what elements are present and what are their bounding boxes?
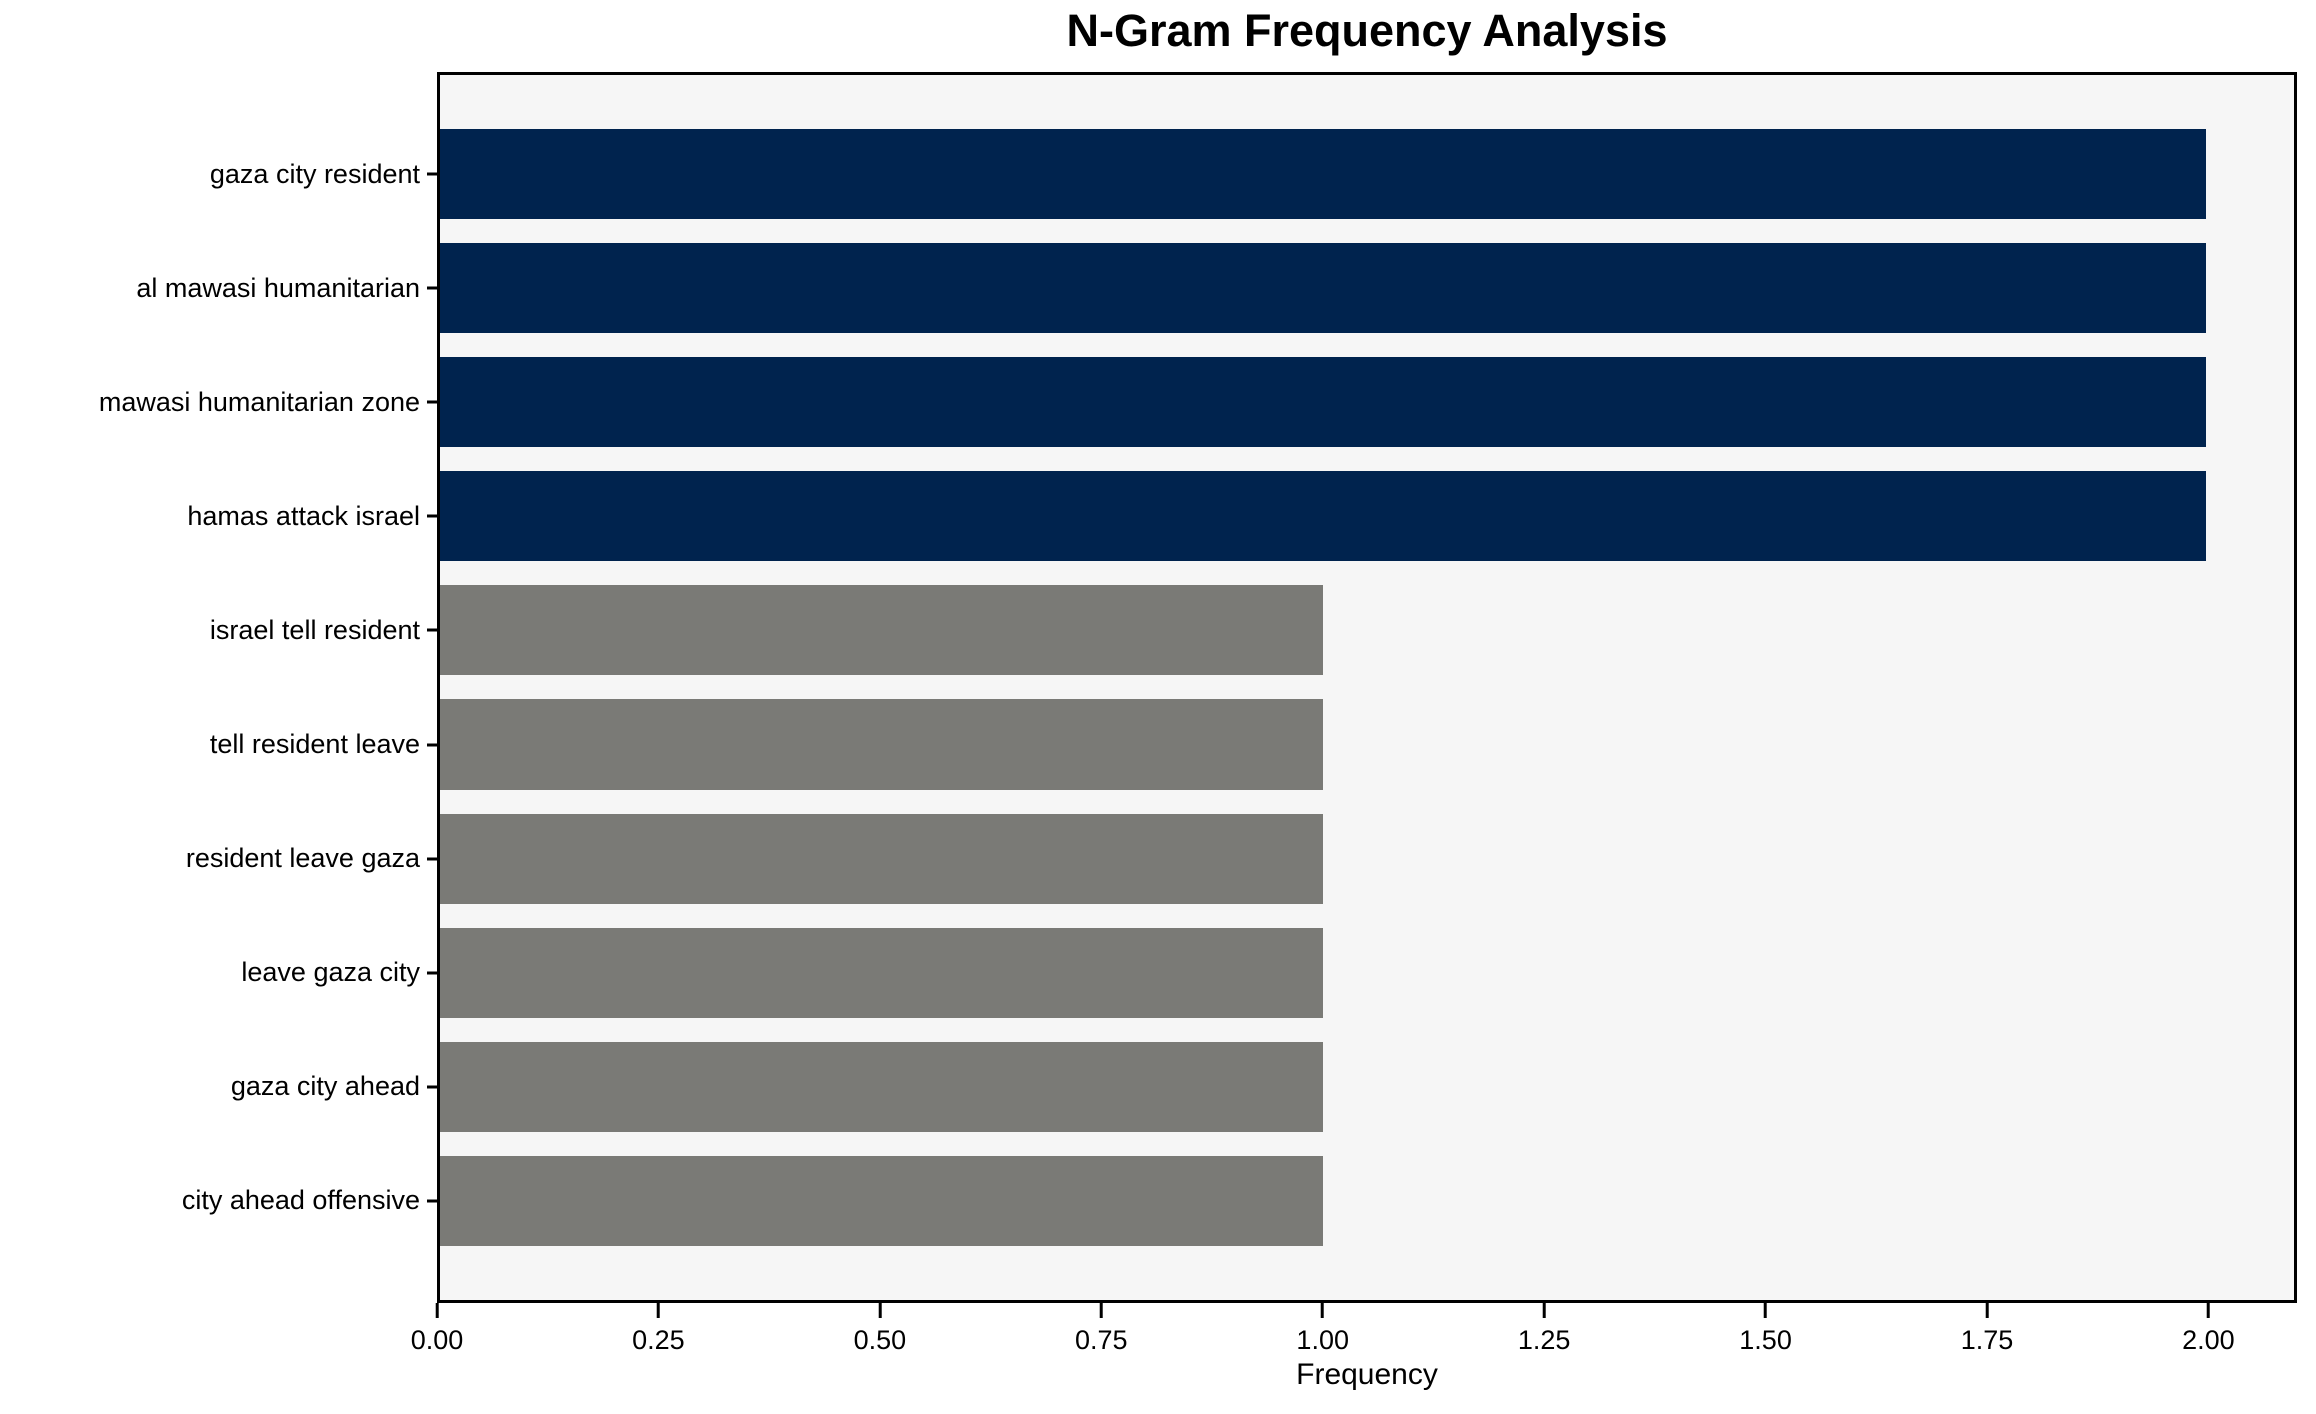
frequency-bar [440, 128, 2206, 220]
x-tick: 2.00 [2182, 1303, 2235, 1356]
y-tick-row: hamas attack israel [0, 459, 437, 573]
x-tick-label: 1.00 [1296, 1325, 1349, 1355]
y-tick-label: city ahead offensive [181, 1185, 420, 1216]
x-axis: 0.00 0.25 0.50 0.75 1.00 1.25 1.50 1.75 … [411, 1303, 2297, 1373]
y-tick-label: tell resident leave [209, 729, 420, 760]
x-tick-label: 2.00 [2182, 1325, 2235, 1355]
y-tick-row: israel tell resident [0, 573, 437, 687]
y-tick-mark [427, 971, 437, 975]
bar-row [440, 916, 2294, 1030]
bar-row [440, 687, 2294, 801]
y-axis-labels: gaza city resident al mawasi humanitaria… [0, 75, 437, 1300]
y-tick-row: mawasi humanitarian zone [0, 345, 437, 459]
x-tick-mark [1099, 1303, 1103, 1318]
x-tick-mark [1321, 1303, 1325, 1318]
y-tick-mark [427, 514, 437, 518]
x-tick: 0.75 [1075, 1303, 1128, 1356]
frequency-bar [440, 699, 1323, 790]
frequency-bar [440, 1155, 1323, 1246]
x-tick-label: 1.25 [1517, 1325, 1571, 1355]
x-axis-title: Frequency [1296, 1358, 1438, 1391]
y-tick-mark [427, 1085, 437, 1089]
y-tick-row: gaza city resident [0, 117, 437, 231]
y-tick-mark [427, 286, 437, 290]
y-tick-mark [427, 743, 437, 747]
x-tick-label: 1.75 [1960, 1325, 2014, 1355]
y-tick-row: gaza city ahead [0, 1030, 437, 1144]
x-tick: 0.50 [853, 1303, 907, 1356]
y-tick-row: resident leave gaza [0, 802, 437, 916]
x-tick-label: 0.00 [410, 1325, 464, 1355]
x-tick-mark [1764, 1303, 1768, 1318]
bar-row [440, 231, 2294, 345]
y-tick-label: resident leave gaza [185, 843, 420, 874]
x-tick: 0.25 [632, 1303, 685, 1356]
frequency-bar [440, 927, 1323, 1018]
y-tick-mark [427, 1199, 437, 1203]
frequency-bar [440, 813, 1323, 904]
bar-row [440, 117, 2294, 231]
y-tick-mark [427, 857, 437, 861]
y-tick-label: hamas attack israel [187, 500, 420, 531]
frequency-bar [440, 243, 2206, 334]
x-tick: 0.00 [410, 1303, 464, 1356]
bar-row [440, 573, 2294, 687]
bars-container [440, 75, 2294, 1300]
y-tick-mark [427, 400, 437, 404]
y-tick-label: gaza city ahead [230, 1071, 420, 1102]
y-tick-row: leave gaza city [0, 916, 437, 1030]
bar-row [440, 1144, 2294, 1258]
x-tick-label: 0.75 [1075, 1325, 1128, 1355]
x-tick: 1.00 [1296, 1303, 1349, 1356]
x-tick: 1.25 [1517, 1303, 1571, 1356]
x-tick: 1.50 [1739, 1303, 1792, 1356]
x-tick-mark [1985, 1303, 1989, 1318]
y-tick-mark [427, 172, 437, 176]
plot-area [437, 72, 2297, 1303]
y-tick-row: tell resident leave [0, 687, 437, 801]
x-tick: 1.75 [1960, 1303, 2014, 1356]
x-tick-mark [435, 1303, 439, 1318]
bar-row [440, 345, 2294, 459]
bar-row [440, 1030, 2294, 1144]
y-tick-label: mawasi humanitarian zone [98, 386, 420, 417]
y-tick-label: al mawasi humanitarian [136, 272, 420, 303]
x-tick-mark [878, 1303, 882, 1318]
y-tick-row: al mawasi humanitarian [0, 231, 437, 345]
bar-row [440, 459, 2294, 573]
x-tick-mark [1542, 1303, 1546, 1318]
x-tick-label: 0.50 [853, 1325, 907, 1355]
x-tick-label: 0.25 [632, 1325, 685, 1355]
bar-row [440, 802, 2294, 916]
x-tick-mark [2206, 1303, 2210, 1318]
frequency-bar [440, 1041, 1323, 1132]
y-tick-label: gaza city resident [209, 158, 420, 189]
y-tick-label: israel tell resident [209, 614, 420, 645]
frequency-bar [440, 585, 1323, 676]
x-tick-label: 1.50 [1739, 1325, 1792, 1355]
y-tick-mark [427, 628, 437, 632]
y-tick-row: city ahead offensive [0, 1144, 437, 1258]
x-tick-mark [656, 1303, 660, 1318]
y-tick-label: leave gaza city [241, 957, 420, 988]
chart-title: N-Gram Frequency Analysis [1066, 5, 1668, 56]
frequency-bar [440, 357, 2206, 448]
frequency-bar [440, 471, 2206, 562]
